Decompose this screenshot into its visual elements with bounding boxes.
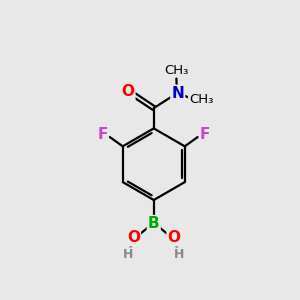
Text: H: H [174,248,184,261]
Text: F: F [200,127,210,142]
Text: H: H [123,248,134,261]
Text: CH₃: CH₃ [189,93,213,106]
Text: O: O [168,230,181,245]
Text: B: B [148,216,160,231]
Text: N: N [171,86,184,101]
Text: O: O [127,230,140,245]
Text: CH₃: CH₃ [165,64,189,77]
Text: F: F [97,127,108,142]
Text: O: O [122,84,134,99]
